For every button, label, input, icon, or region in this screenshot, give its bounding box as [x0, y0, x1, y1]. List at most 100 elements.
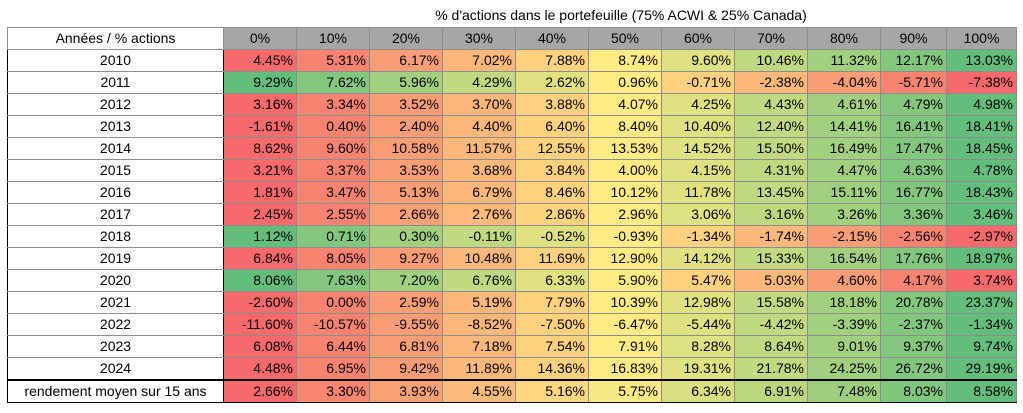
table-row: 2015 3.21% 3.37% 3.53% 3.68% 3.84% 4.00% 4.15% 4…: [7, 159, 1017, 182]
return-cell: 4.00%: [588, 159, 662, 182]
column-header: 100%: [946, 27, 1017, 50]
year-label: 2010: [7, 49, 224, 72]
return-cell: 0.00%: [296, 291, 370, 314]
table-row: 2021 -2.60% 0.00% 2.59% 5.19% 7.79% 10.39% 12.9…: [7, 291, 1017, 314]
return-cell: 14.36%: [515, 357, 589, 381]
row-header-label: Années / % actions: [7, 27, 224, 50]
return-cell: 8.64%: [734, 335, 808, 358]
table-row: 2022 -11.60% -10.57% -9.55% -8.52% -7.50% -6.4…: [7, 313, 1017, 336]
return-cell: -7.38%: [946, 71, 1017, 94]
return-cell: 17.76%: [880, 247, 947, 270]
return-cell: 0.30%: [369, 225, 443, 248]
return-cell: 3.16%: [734, 203, 808, 226]
return-cell: 5.47%: [661, 269, 735, 292]
return-cell: 4.17%: [880, 269, 947, 292]
return-cell: 2.76%: [442, 203, 516, 226]
return-cell: 3.16%: [223, 93, 297, 116]
return-cell: 15.11%: [807, 181, 881, 204]
year-label: 2015: [7, 159, 224, 182]
table-row: 2017 2.45% 2.55% 2.66% 2.76% 2.86% 2.96% 3.06% 3…: [7, 203, 1017, 226]
return-cell: 12.98%: [661, 291, 735, 314]
return-cell: 8.58%: [946, 379, 1017, 403]
year-label: 2024: [7, 357, 224, 381]
column-group-header: % d'actions dans le portefeuille (75% AC…: [435, 7, 807, 23]
return-cell: 6.33%: [515, 269, 589, 292]
return-cell: 16.83%: [588, 357, 662, 381]
return-cell: 10.58%: [369, 137, 443, 160]
return-cell: 16.49%: [807, 137, 881, 160]
table-row: 2020 8.06% 7.63% 7.20% 6.76% 6.33% 5.90% 5.47% 5…: [7, 269, 1017, 292]
table-row: 2012 3.16% 3.34% 3.52% 3.70% 3.88% 4.07% 4.25% 4…: [7, 93, 1017, 116]
column-header: 70%: [734, 27, 808, 50]
return-cell: 3.46%: [946, 203, 1017, 226]
return-cell: 5.03%: [734, 269, 808, 292]
return-cell: 16.41%: [880, 115, 947, 138]
return-cell: 4.60%: [807, 269, 881, 292]
return-cell: 4.98%: [946, 93, 1017, 116]
return-cell: 3.74%: [946, 269, 1017, 292]
return-cell: 3.93%: [369, 379, 443, 403]
return-cell: 2.40%: [369, 115, 443, 138]
return-cell: -2.60%: [223, 291, 297, 314]
return-cell: 2.66%: [223, 379, 297, 403]
return-cell: 11.32%: [807, 49, 881, 72]
return-cell: -5.71%: [880, 71, 947, 94]
return-cell: 2.62%: [515, 71, 589, 94]
return-cell: 5.13%: [369, 181, 443, 204]
year-label: 2020: [7, 269, 224, 292]
table-row: 2011 9.29% 7.62% 5.96% 4.29% 2.62% 0.96% -0.71%…: [7, 71, 1017, 94]
return-cell: 18.18%: [807, 291, 881, 314]
year-label: 2012: [7, 93, 224, 116]
return-cell: 2.45%: [223, 203, 297, 226]
return-cell: 9.29%: [223, 71, 297, 94]
average-row: rendement moyen sur 15 ans 2.66% 3.30% 3.93…: [7, 379, 1017, 403]
return-cell: 8.74%: [588, 49, 662, 72]
return-cell: 6.91%: [734, 379, 808, 403]
year-label: 2023: [7, 335, 224, 358]
return-cell: -8.52%: [442, 313, 516, 336]
return-cell: 7.88%: [515, 49, 589, 72]
return-cell: 18.97%: [946, 247, 1017, 270]
return-cell: 5.75%: [588, 379, 662, 403]
return-cell: 3.84%: [515, 159, 589, 182]
return-cell: -6.47%: [588, 313, 662, 336]
table-row: 2018 1.12% 0.71% 0.30% -0.11% -0.52% -0.93% -1.…: [7, 225, 1017, 248]
return-cell: 7.91%: [588, 335, 662, 358]
return-cell: 13.53%: [588, 137, 662, 160]
return-cell: 6.08%: [223, 335, 297, 358]
return-cell: -9.55%: [369, 313, 443, 336]
return-cell: -4.04%: [807, 71, 881, 94]
return-cell: 3.37%: [296, 159, 370, 182]
return-cell: 16.77%: [880, 181, 947, 204]
return-cell: 12.90%: [588, 247, 662, 270]
return-cell: 5.19%: [442, 291, 516, 314]
return-cell: 14.52%: [661, 137, 735, 160]
return-cell: 29.19%: [946, 357, 1017, 381]
column-header: 60%: [661, 27, 735, 50]
year-label: 2017: [7, 203, 224, 226]
return-cell: 2.66%: [369, 203, 443, 226]
return-cell: 26.72%: [880, 357, 947, 381]
return-cell: 15.58%: [734, 291, 808, 314]
return-cell: -3.39%: [807, 313, 881, 336]
year-label: 2016: [7, 181, 224, 204]
return-cell: -0.11%: [442, 225, 516, 248]
return-cell: 3.47%: [296, 181, 370, 204]
return-cell: 6.79%: [442, 181, 516, 204]
return-cell: 4.40%: [442, 115, 516, 138]
return-cell: 8.05%: [296, 247, 370, 270]
return-cell: -0.93%: [588, 225, 662, 248]
return-cell: 6.34%: [661, 379, 735, 403]
table-row: 2019 6.84% 8.05% 9.27% 10.48% 11.69% 12.90% 14.…: [7, 247, 1017, 270]
return-cell: 7.02%: [442, 49, 516, 72]
return-cell: 4.43%: [734, 93, 808, 116]
return-cell: 8.62%: [223, 137, 297, 160]
year-label: 2011: [7, 71, 224, 94]
return-cell: 9.42%: [369, 357, 443, 381]
return-cell: 7.62%: [296, 71, 370, 94]
return-cell: -5.44%: [661, 313, 735, 336]
return-cell: 3.26%: [807, 203, 881, 226]
column-header: 30%: [442, 27, 516, 50]
year-label: 2013: [7, 115, 224, 138]
